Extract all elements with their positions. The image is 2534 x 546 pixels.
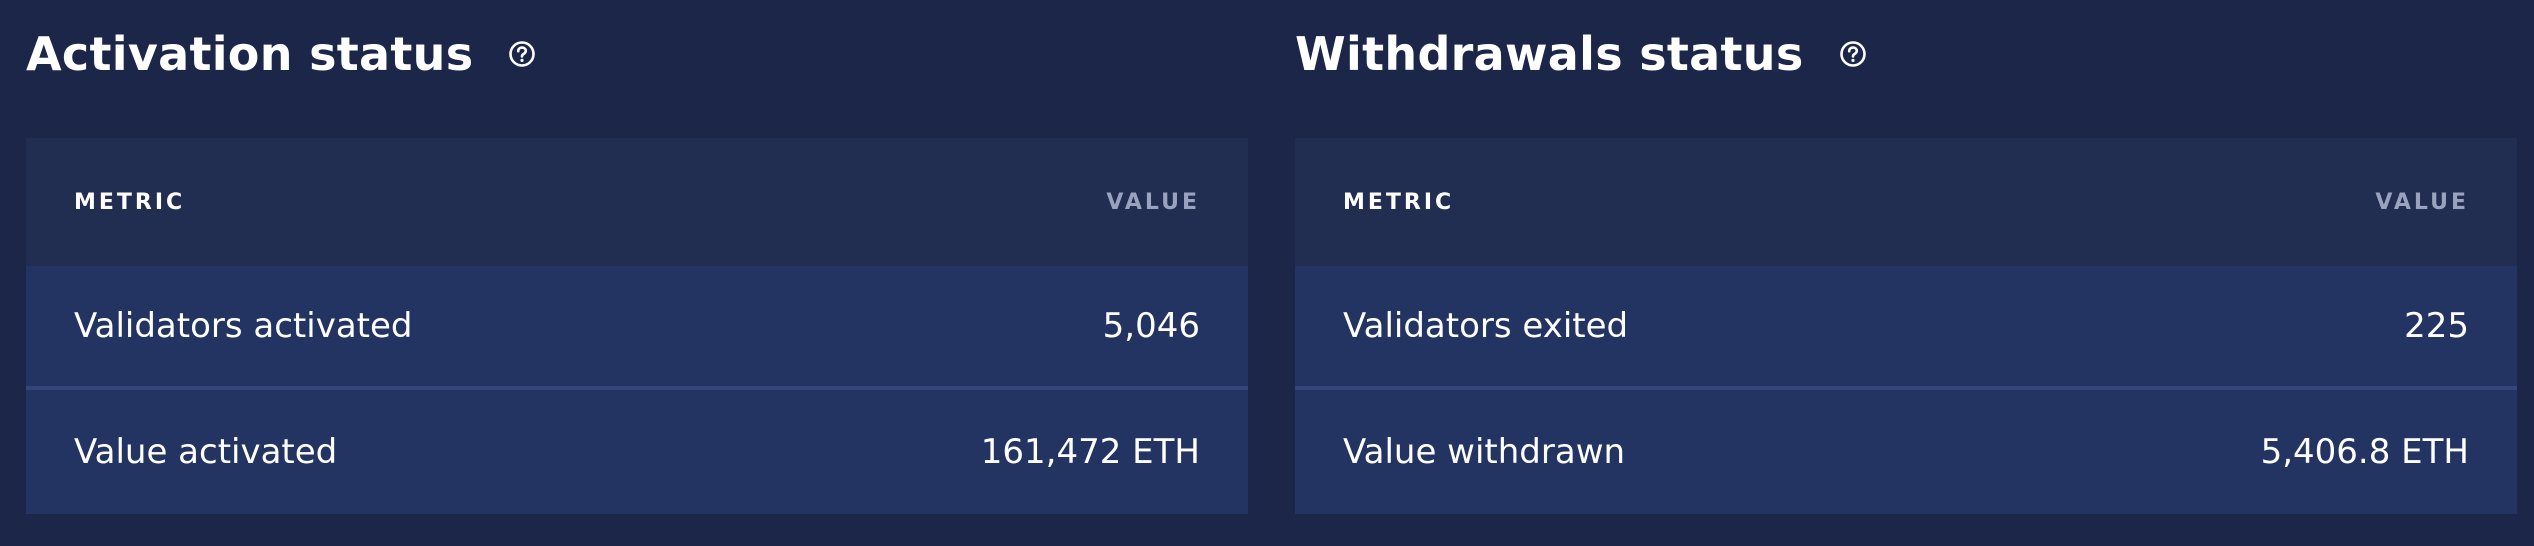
withdrawals-header: Withdrawals status — [1295, 0, 2517, 108]
metric-column-header[interactable]: METRIC — [1343, 189, 1455, 215]
activation-header: Activation status — [26, 0, 1248, 108]
activation-title: Activation status — [26, 27, 474, 81]
value-cell: 225 — [2404, 306, 2469, 346]
value-cell: 5,046 — [1102, 306, 1200, 346]
withdrawals-table: METRIC VALUE Validators exited 225 Value… — [1295, 138, 2517, 514]
metric-cell: Value withdrawn — [1343, 432, 1626, 472]
activation-table: METRIC VALUE Validators activated 5,046 … — [26, 138, 1248, 514]
table-row: Value activated 161,472 ETH — [26, 390, 1248, 514]
metric-cell: Validators activated — [74, 306, 413, 346]
withdrawals-table-header: METRIC VALUE — [1295, 138, 2517, 266]
activation-status-panel: Activation status METRIC VALUE Validator… — [26, 0, 1248, 514]
withdrawals-title: Withdrawals status — [1295, 27, 1804, 81]
withdrawals-status-panel: Withdrawals status METRIC VALUE Validato… — [1295, 0, 2517, 514]
value-column-header[interactable]: VALUE — [1106, 189, 1200, 215]
table-row: Value withdrawn 5,406.8 ETH — [1295, 390, 2517, 514]
metric-cell: Validators exited — [1343, 306, 1629, 346]
value-cell: 5,406.8 ETH — [2260, 432, 2469, 472]
value-cell: 161,472 ETH — [980, 432, 1200, 472]
table-row: Validators exited 225 — [1295, 266, 2517, 390]
metric-cell: Value activated — [74, 432, 338, 472]
table-row: Validators activated 5,046 — [26, 266, 1248, 390]
metric-column-header[interactable]: METRIC — [74, 189, 186, 215]
question-circle-icon[interactable] — [1838, 39, 1868, 69]
value-column-header[interactable]: VALUE — [2375, 189, 2469, 215]
question-circle-icon[interactable] — [507, 39, 537, 69]
activation-table-header: METRIC VALUE — [26, 138, 1248, 266]
